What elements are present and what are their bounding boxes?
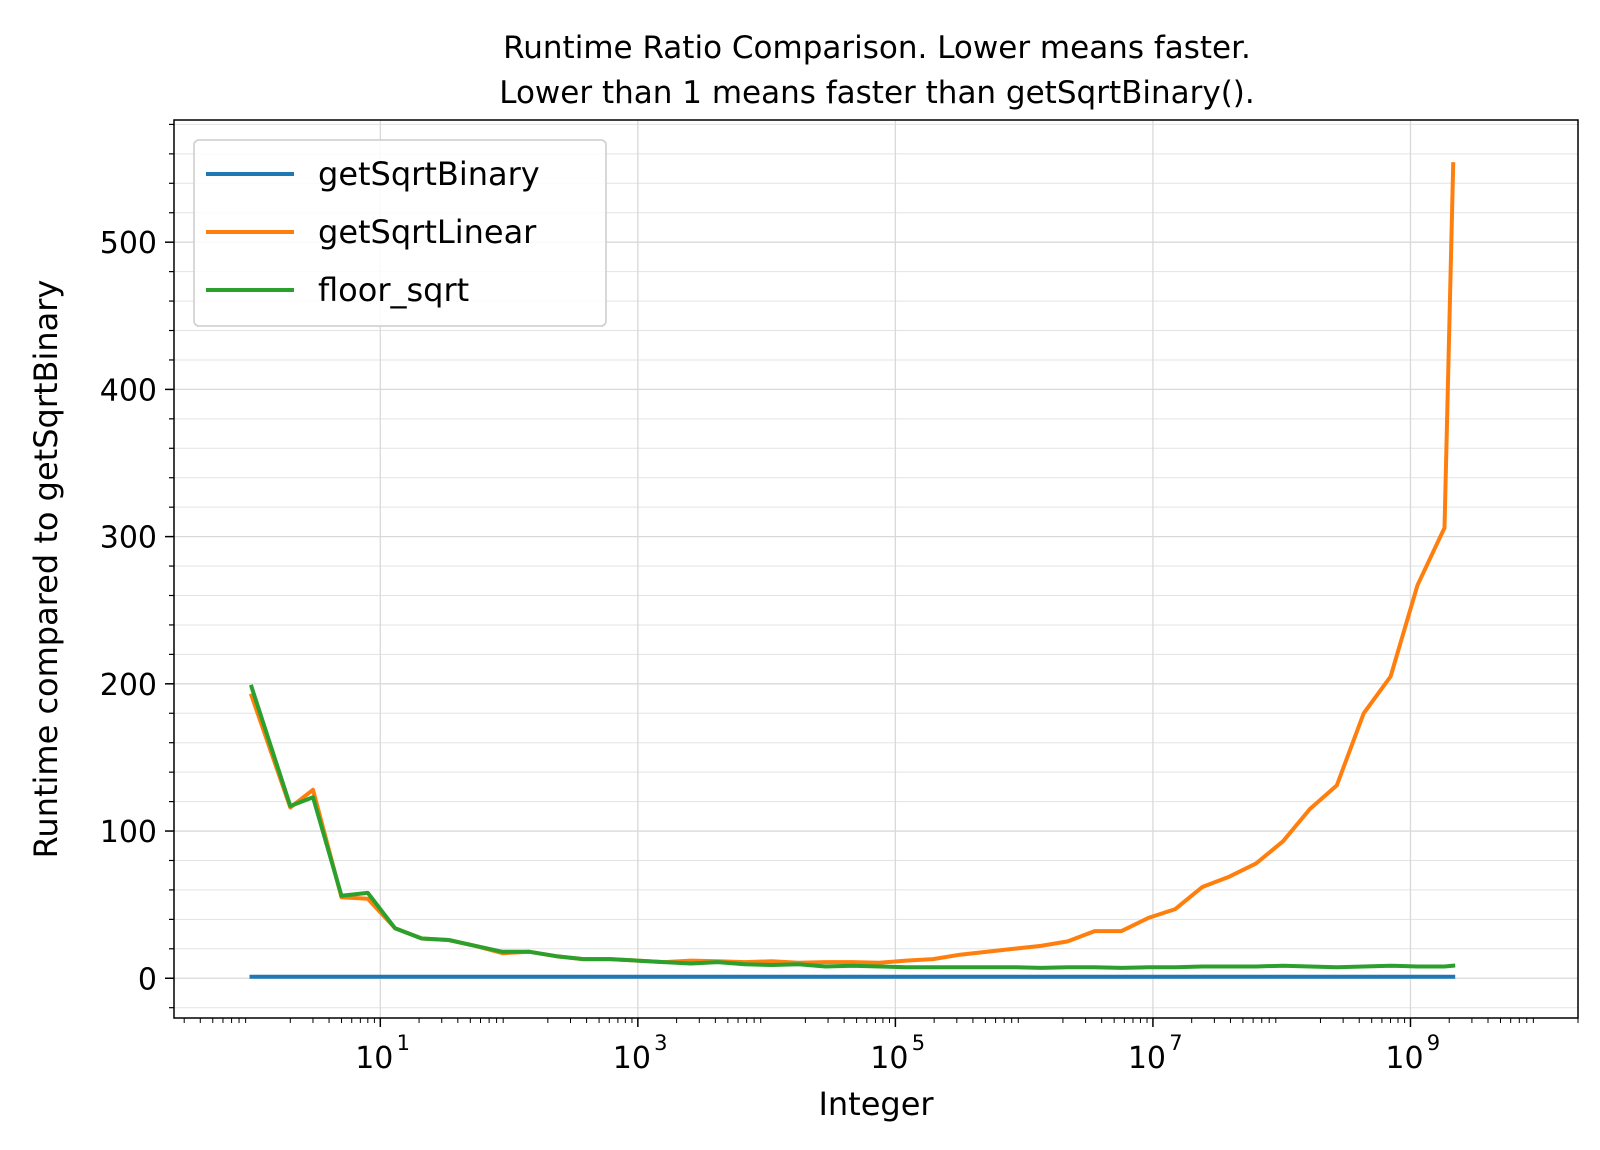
plot-frame [173, 119, 1579, 1019]
chart-title-line-1: Runtime Ratio Comparison. Lower means fa… [503, 30, 1251, 66]
y-axis-label: Runtime compared to getSqrtBinary [27, 280, 65, 859]
x-tick-label-exponent: 9 [1427, 1031, 1440, 1055]
x-tick-label-exponent: 1 [397, 1031, 410, 1055]
x-tick-label: 10 [1385, 1041, 1423, 1076]
series-line-floor_sqrt [248, 684, 1456, 970]
legend: getSqrtBinary getSqrtLinear floor_sqrt [193, 139, 607, 327]
legend-label-floor_sqrt: floor_sqrt [318, 271, 469, 309]
legend-label-getSqrtLinear: getSqrtLinear [318, 213, 537, 251]
legend-label-getSqrtBinary: getSqrtBinary [318, 155, 540, 193]
x-tick-label-exponent: 5 [912, 1031, 925, 1055]
y-tick-label: 400 [100, 373, 157, 408]
x-tick-label: 10 [870, 1041, 908, 1076]
series-layer [248, 162, 1456, 979]
x-tick-label-exponent: 7 [1169, 1031, 1182, 1055]
y-tick-label: 300 [100, 521, 157, 556]
y-tick-label: 100 [100, 815, 157, 850]
x-tick-label: 10 [1128, 1041, 1166, 1076]
legend-box [193, 139, 607, 327]
y-tick-label: 500 [100, 226, 157, 261]
y-tick-label: 200 [100, 668, 157, 703]
x-axis-label: Integer [818, 1085, 934, 1123]
y-tick-label: 0 [138, 962, 157, 997]
x-tick-label: 10 [613, 1041, 651, 1076]
chart-title-line-2: Lower than 1 means faster than getSqrtBi… [499, 75, 1255, 111]
x-tick-label: 10 [355, 1041, 393, 1076]
x-tick-label-exponent: 3 [654, 1031, 667, 1055]
